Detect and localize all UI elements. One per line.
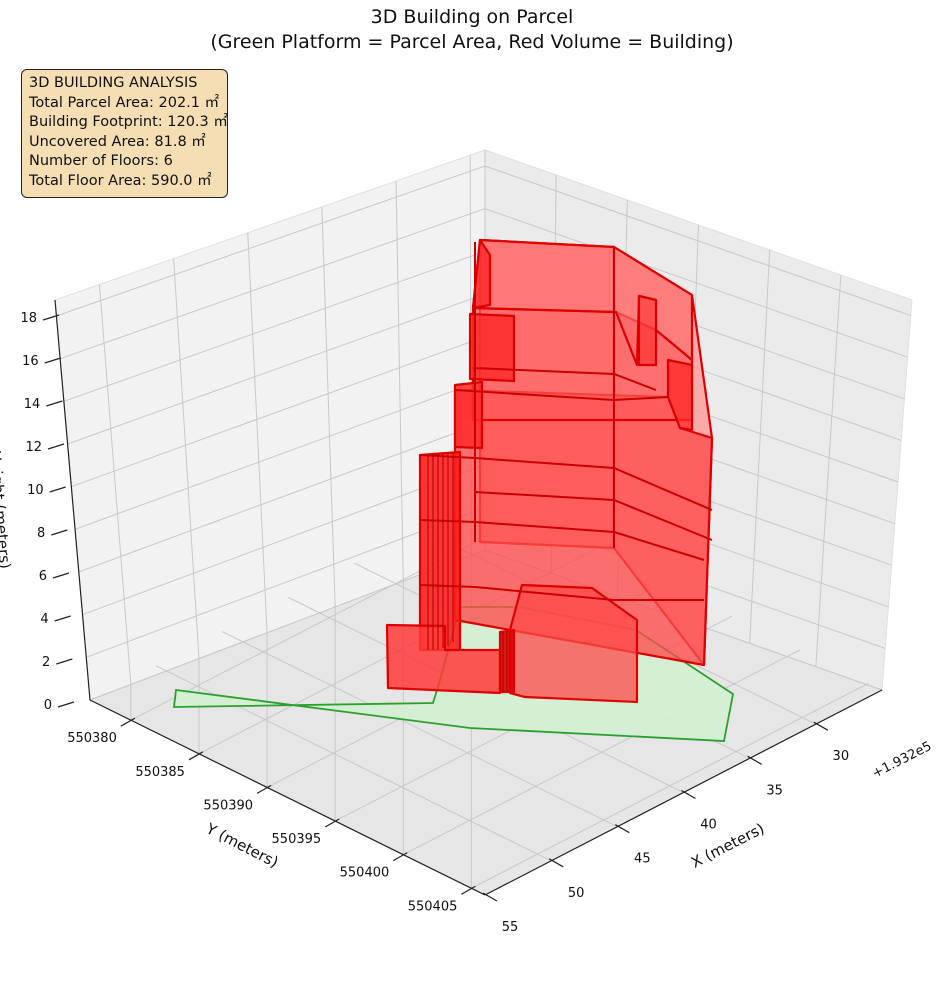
y-grid-wall-line: [395, 181, 404, 582]
x-tick-label: 55: [502, 920, 519, 935]
z-tick: [47, 443, 65, 450]
building-edge-pillar: [666, 358, 694, 432]
y-tick: [392, 852, 408, 862]
z-tick: [54, 615, 71, 622]
z-tick-label: 8: [37, 526, 45, 541]
y-grid-wall-line: [321, 206, 336, 607]
axes: [54, 299, 883, 896]
x-tick: [747, 755, 762, 765]
z-tick-label: 16: [22, 354, 39, 369]
chart-subtitle: (Green Platform = Parcel Area, Red Volum…: [210, 31, 734, 53]
y-tick-label: 550385: [135, 765, 185, 780]
y-axis-line: [89, 699, 486, 896]
y-tick-label: 550395: [272, 832, 322, 847]
y-tick: [324, 818, 340, 828]
x-grid-wall-line: [749, 249, 771, 644]
x-tick-label: 45: [634, 852, 651, 867]
y-grid-wall-line: [98, 284, 132, 685]
z-tick: [57, 701, 75, 708]
y-tick-label: 550390: [203, 798, 253, 813]
y-grid-wall-line: [173, 258, 200, 659]
building-side-block: [468, 312, 516, 383]
z-tick-label: 4: [40, 612, 48, 627]
z-tick: [44, 357, 61, 364]
z-axis-label: Height (meters): [0, 450, 14, 570]
y-tick: [256, 784, 272, 794]
z-tick-label: 10: [27, 483, 44, 498]
building-edge-pillar: [637, 294, 658, 367]
x-tick-label: 30: [833, 749, 850, 764]
info-line: Total Floor Area: 590.0 ㎡: [29, 172, 212, 189]
z-tick: [46, 400, 63, 407]
y-tick: [461, 885, 476, 895]
building-column: [418, 450, 462, 652]
x-tick-label: 40: [700, 818, 717, 833]
z-tick: [51, 529, 68, 536]
axis-ticks: 0 2 4 6 8 10 12 14 16 18 550380 550385 550390 550395 5…: [20, 311, 849, 935]
x-offset-label: +1.932e5: [870, 739, 934, 782]
info-line: Total Parcel Area: 202.1 ㎡: [29, 94, 220, 111]
x-tick: [615, 824, 630, 834]
info-line: Building Footprint: 120.3 ㎡: [29, 114, 228, 131]
z-tick-label: 0: [44, 698, 52, 713]
column-hatching: [427, 453, 508, 692]
z-tick-label: 18: [20, 311, 37, 326]
x-tick: [482, 892, 498, 902]
y-axis-label: Y (meters): [202, 819, 281, 871]
y-tick: [120, 717, 136, 727]
x-tick-label: 50: [568, 886, 585, 901]
y-tick-label: 550400: [340, 866, 390, 881]
z-tick-label: 12: [25, 440, 42, 455]
z-tick: [49, 486, 66, 493]
x-tick: [813, 721, 829, 731]
building-annex: [508, 583, 639, 704]
x-tick-label: 35: [766, 783, 783, 798]
y-tick-label: 550380: [67, 731, 117, 746]
z-tick: [56, 658, 73, 665]
y-grid-wall-line: [247, 232, 268, 633]
y-tick: [188, 751, 204, 761]
info-heading: 3D BUILDING ANALYSIS: [29, 75, 198, 91]
x-grid-floor-line: [222, 631, 618, 828]
info-line: Number of Floors: 6: [29, 153, 173, 170]
z-tick-label: 2: [42, 655, 50, 670]
analysis-info-box: 3D BUILDING ANALYSIS Total Parcel Area: …: [21, 69, 228, 198]
info-line: Uncovered Area: 81.8 ㎡: [29, 133, 206, 150]
z-tick-label: 6: [39, 569, 47, 584]
x-grid-wall-line: [815, 274, 842, 667]
z-tick: [42, 314, 60, 321]
x-tick: [548, 858, 564, 868]
y-tick-label: 550405: [408, 899, 458, 914]
x-axis-line: [484, 689, 883, 896]
z-tick: [52, 572, 70, 579]
x-tick: [681, 789, 696, 800]
z-tick-label: 14: [24, 397, 41, 412]
chart-title: 3D Building on Parcel: [370, 6, 574, 28]
